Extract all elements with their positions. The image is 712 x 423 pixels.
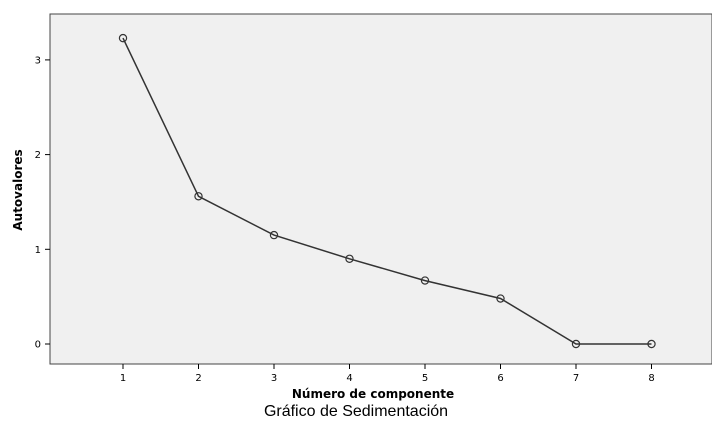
x-tick-label: 8 xyxy=(648,373,654,384)
data-point xyxy=(647,339,656,349)
data-point xyxy=(269,230,279,240)
y-axis: 0 1 2 3 xyxy=(35,55,50,351)
series-markers xyxy=(118,33,656,349)
x-tick-label: 1 xyxy=(120,373,126,384)
data-point xyxy=(496,294,505,303)
x-axis: 1 2 3 4 5 6 7 8 xyxy=(120,364,655,384)
data-point xyxy=(571,339,581,349)
data-point xyxy=(420,276,430,285)
data-point xyxy=(118,33,128,43)
chart-caption: Gráfico de Sedimentación xyxy=(264,403,448,420)
x-tick-label: 3 xyxy=(271,373,277,384)
y-tick-label: 2 xyxy=(35,150,41,161)
series-line xyxy=(122,37,652,345)
y-axis-label: Autovalores xyxy=(11,149,25,230)
y-tick-label: 3 xyxy=(35,55,41,66)
x-tick-label: 4 xyxy=(346,373,352,384)
y-tick-label: 0 xyxy=(35,340,41,351)
x-tick-label: 7 xyxy=(573,373,579,384)
x-tick-label: 2 xyxy=(195,373,201,384)
x-axis-label: Número de componente xyxy=(292,387,454,401)
x-tick-label: 5 xyxy=(422,373,428,384)
plot-area xyxy=(49,13,712,365)
data-point xyxy=(345,254,354,263)
y-tick-label: 1 xyxy=(35,245,41,256)
x-tick-label: 6 xyxy=(497,373,503,384)
data-point xyxy=(194,192,203,201)
